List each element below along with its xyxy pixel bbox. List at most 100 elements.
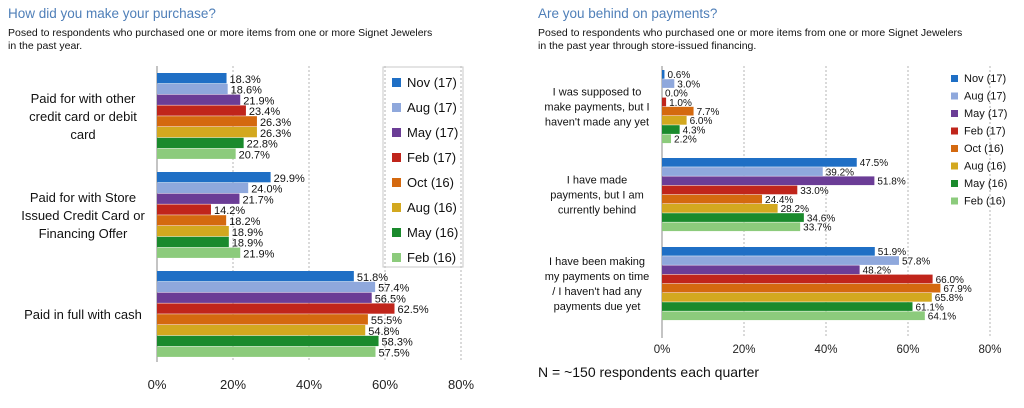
chart-subtitle: Posed to respondents who purchased one o… xyxy=(538,27,963,52)
category-label: payments due yet xyxy=(554,301,641,313)
bar xyxy=(662,158,857,167)
legend-swatch xyxy=(951,180,958,187)
bar xyxy=(157,172,271,183)
legend-label: Nov (17) xyxy=(964,73,1006,85)
data-label: 66.0% xyxy=(936,275,964,286)
legend-swatch xyxy=(392,178,401,187)
legend-label: Aug (16) xyxy=(407,200,457,215)
data-label: 22.8% xyxy=(247,139,278,151)
legend-label: May (17) xyxy=(407,125,458,140)
data-label: 51.8% xyxy=(877,177,905,188)
legend-swatch xyxy=(392,228,401,237)
bar xyxy=(157,148,236,159)
bar xyxy=(662,204,778,213)
bar xyxy=(157,137,244,149)
data-label: 29.9% xyxy=(274,173,305,185)
category-label: credit card or debit xyxy=(29,109,137,124)
data-label: 20.7% xyxy=(239,149,270,161)
bar xyxy=(662,97,667,107)
legend-swatch xyxy=(951,127,958,135)
bar xyxy=(662,293,932,302)
data-label: 51.8% xyxy=(357,272,388,284)
data-label: 55.5% xyxy=(371,315,402,327)
bar xyxy=(662,106,694,116)
data-label: 39.2% xyxy=(826,167,854,178)
data-label: 14.2% xyxy=(214,205,245,217)
data-label: 57.4% xyxy=(378,283,409,295)
data-label: 24.4% xyxy=(765,195,793,206)
legend-label: Aug (17) xyxy=(964,91,1006,103)
legend-swatch xyxy=(951,92,958,100)
legend-swatch xyxy=(951,197,958,205)
bar xyxy=(662,167,823,176)
bar xyxy=(662,222,801,232)
bar xyxy=(662,79,675,88)
bar xyxy=(662,274,933,284)
category-label: I was supposed to xyxy=(553,87,642,99)
x-tick-label: 0% xyxy=(148,377,167,392)
legend-label: May (16) xyxy=(964,178,1007,190)
bar xyxy=(157,281,376,293)
bar xyxy=(157,346,376,357)
bar xyxy=(157,83,228,95)
data-label: 21.7% xyxy=(242,194,273,206)
legend-swatch xyxy=(951,145,958,152)
data-label: 2.2% xyxy=(674,135,697,146)
category-label: I have been making xyxy=(549,256,645,268)
data-label: 0.6% xyxy=(667,70,690,81)
legend-swatch xyxy=(951,110,958,117)
category-label: my payments on time xyxy=(545,271,650,283)
data-label: 23.4% xyxy=(249,106,280,118)
category-label: haven't made any yet xyxy=(545,117,649,129)
data-label: 7.7% xyxy=(697,107,720,118)
data-label: 18.9% xyxy=(232,227,263,239)
category-label: Paid for with other xyxy=(31,91,136,106)
category-label: make payments, but I xyxy=(544,102,649,114)
data-label: 24.0% xyxy=(251,184,282,196)
x-tick-label: 0% xyxy=(654,344,671,356)
data-label: 18.6% xyxy=(231,85,262,97)
legend-swatch xyxy=(392,103,401,112)
bar xyxy=(157,303,395,314)
data-label: 51.9% xyxy=(878,247,906,258)
bar xyxy=(157,325,366,336)
data-label: 6.0% xyxy=(690,116,713,127)
legend-label: Oct (16) xyxy=(407,175,454,190)
bar xyxy=(662,194,763,204)
x-tick-label: 60% xyxy=(372,377,398,392)
bar xyxy=(662,256,899,265)
bar xyxy=(157,193,240,204)
legend-swatch xyxy=(392,78,401,87)
data-label: 34.6% xyxy=(807,213,835,224)
legend-label: May (16) xyxy=(407,225,458,240)
data-label: 58.3% xyxy=(382,337,413,349)
bar xyxy=(662,302,913,311)
data-label: 18.3% xyxy=(230,74,261,86)
chart-title: Are you behind on payments? xyxy=(538,6,718,21)
legend-label: Feb (16) xyxy=(407,250,456,265)
bar xyxy=(662,116,687,125)
data-label: 61.1% xyxy=(916,302,944,313)
bar xyxy=(157,314,368,325)
legend-swatch xyxy=(392,203,401,212)
bar xyxy=(157,116,257,127)
legend-label: Feb (17) xyxy=(407,150,456,165)
data-label: 65.8% xyxy=(935,293,963,304)
category-label: currently behind xyxy=(558,205,636,217)
bar xyxy=(662,70,665,79)
x-tick-label: 80% xyxy=(978,344,1001,356)
category-label: Paid for with Store xyxy=(30,190,136,205)
bar xyxy=(157,226,229,237)
category-label: Financing Offer xyxy=(39,226,128,241)
legend-label: Feb (16) xyxy=(964,196,1006,208)
bar xyxy=(662,134,672,144)
data-label: 21.9% xyxy=(243,248,274,260)
bar xyxy=(157,215,227,226)
legend-swatch xyxy=(951,75,958,82)
legend-swatch xyxy=(392,128,401,137)
bar xyxy=(157,247,241,258)
bar xyxy=(662,311,925,321)
bar xyxy=(157,182,249,194)
chart-panel-payment-status: Are you behind on payments? Posed to res… xyxy=(530,0,1024,408)
bar xyxy=(157,204,211,215)
